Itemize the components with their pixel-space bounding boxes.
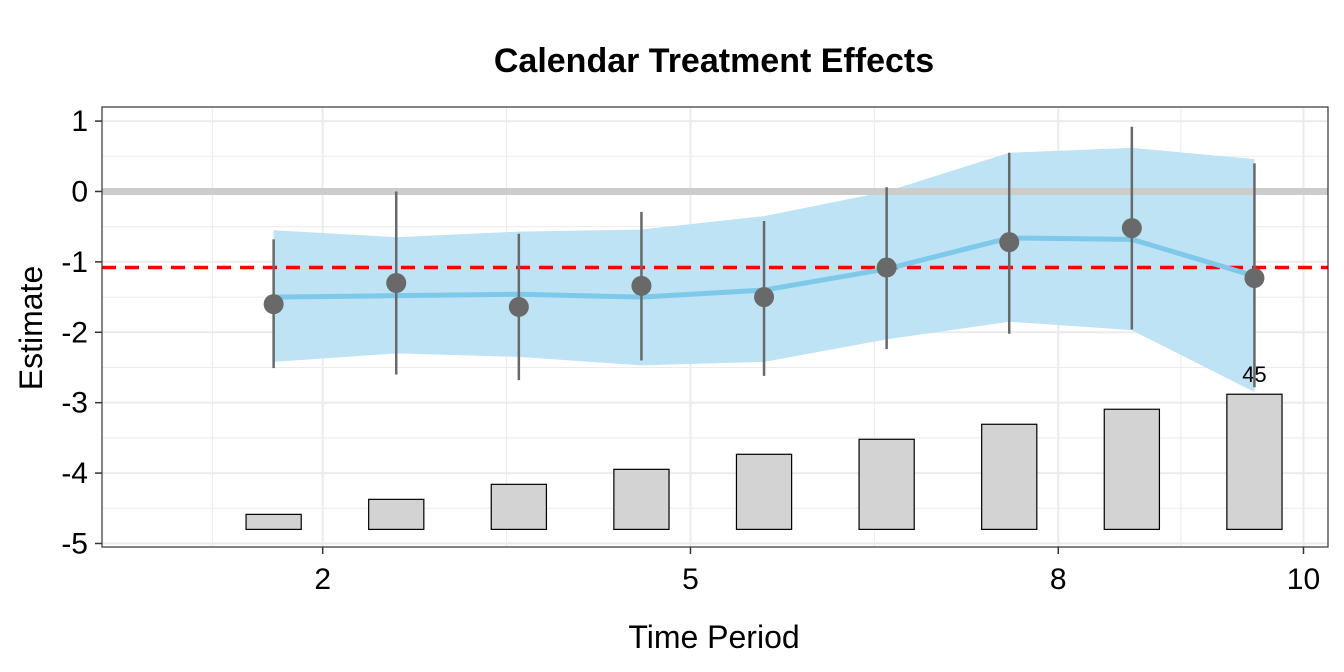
estimate-point bbox=[386, 273, 407, 293]
estimate-points bbox=[263, 218, 1265, 317]
panel-border bbox=[101, 106, 1329, 548]
y-tick-label: -1 bbox=[61, 246, 88, 279]
count-bar bbox=[858, 438, 915, 530]
estimate-point bbox=[1121, 218, 1142, 239]
y-tick-label: -2 bbox=[61, 316, 88, 349]
estimate-point bbox=[263, 294, 284, 315]
x-axis-label: Time Period bbox=[628, 619, 799, 655]
y-tick-label: 0 bbox=[71, 175, 88, 208]
estimate-point bbox=[1244, 268, 1265, 289]
estimate-point bbox=[876, 257, 897, 278]
count-bar bbox=[245, 513, 302, 531]
estimate-point bbox=[631, 275, 652, 296]
estimate-point bbox=[508, 296, 529, 317]
y-tick-label: 1 bbox=[71, 105, 88, 138]
count-bar bbox=[368, 498, 425, 531]
x-tick-label: 5 bbox=[682, 563, 699, 596]
count-bars: 45 bbox=[245, 362, 1283, 531]
y-axis-label: Estimate bbox=[13, 266, 49, 390]
x-tick-label: 2 bbox=[314, 563, 331, 596]
estimate-point bbox=[999, 232, 1020, 253]
reference-lines bbox=[102, 187, 1328, 270]
count-bar bbox=[981, 423, 1038, 531]
axes: 2 5 8 10 -5 -4 -3 -2 -1 0 1 bbox=[61, 105, 1320, 596]
count-bar bbox=[490, 483, 548, 530]
count-bar bbox=[735, 453, 793, 531]
count-bar bbox=[1103, 408, 1161, 531]
count-bar bbox=[613, 468, 670, 531]
x-tick-label: 8 bbox=[1050, 563, 1067, 596]
y-tick-label: -5 bbox=[61, 527, 88, 560]
chart-title: Calendar Treatment Effects bbox=[494, 42, 934, 80]
estimate-point bbox=[754, 287, 775, 308]
count-bar bbox=[1226, 393, 1283, 530]
y-tick-label: -3 bbox=[61, 387, 88, 420]
y-tick-label: -4 bbox=[61, 457, 88, 490]
x-tick-label: 10 bbox=[1287, 563, 1320, 596]
